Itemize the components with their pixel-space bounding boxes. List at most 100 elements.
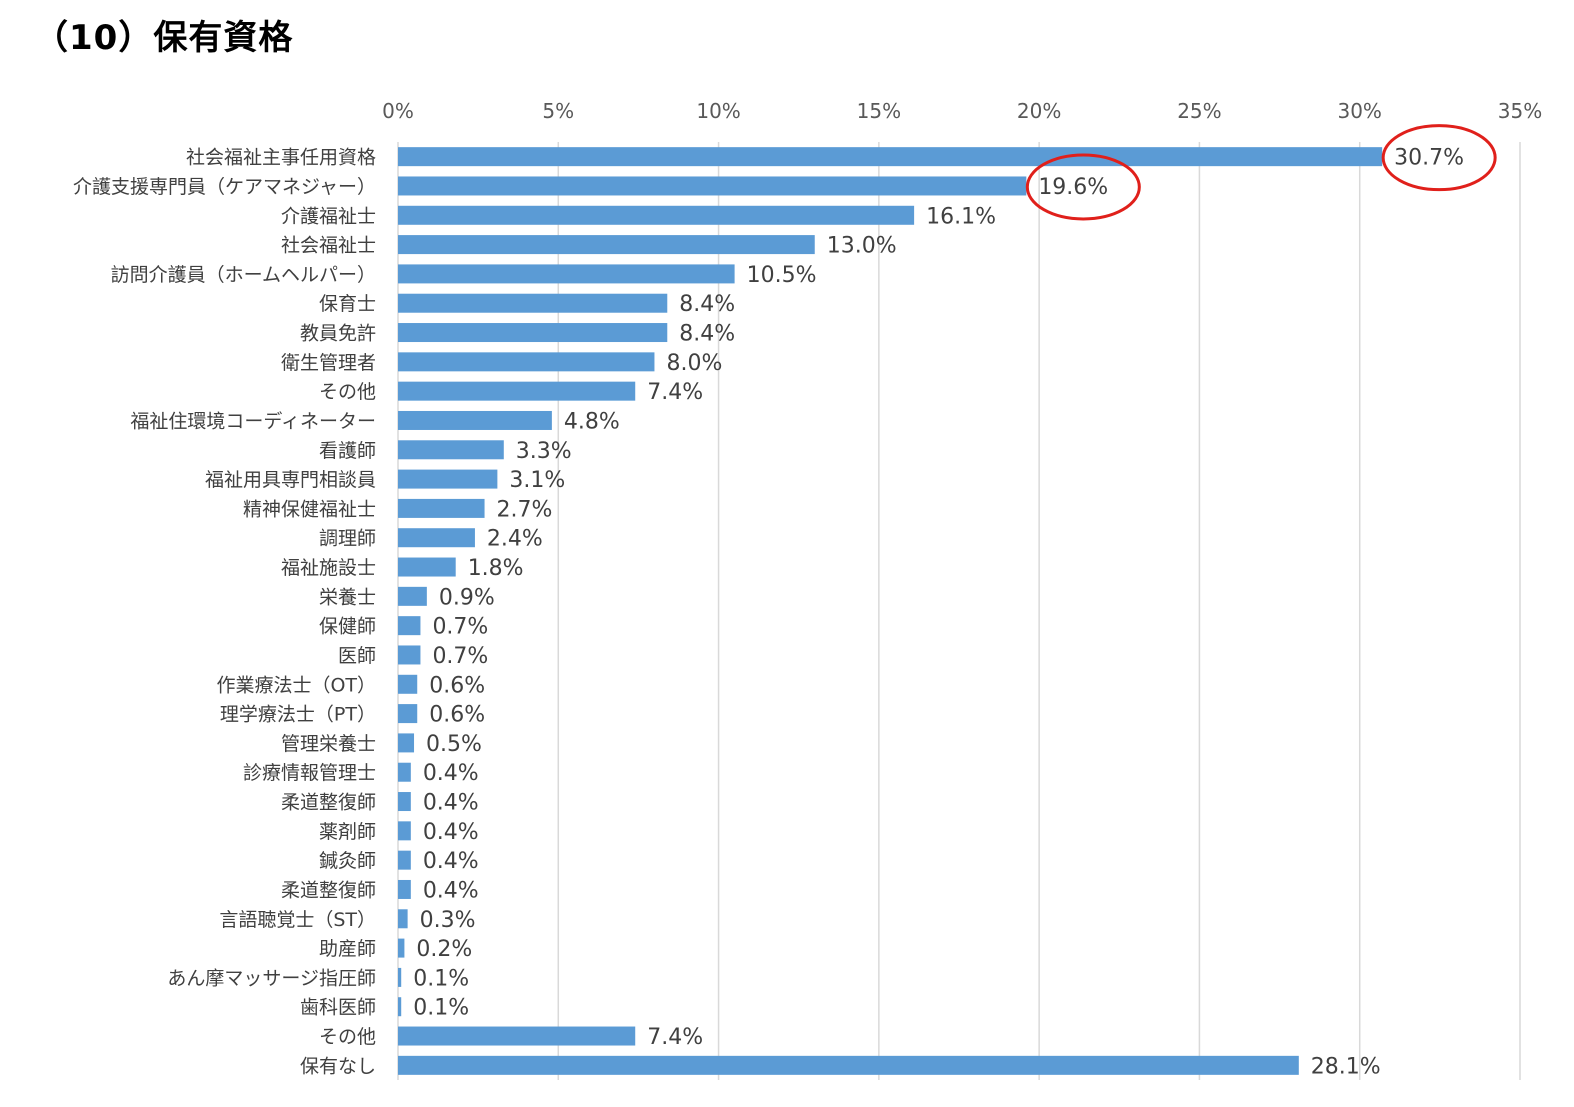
data-label: 7.4% — [647, 380, 703, 405]
x-tick-label: 25% — [1177, 99, 1221, 123]
data-label: 0.3% — [420, 908, 476, 933]
category-label: 保有なし — [300, 1055, 376, 1077]
category-label: 福祉用具専門相談員 — [205, 469, 376, 491]
category-label: 薬剤師 — [319, 821, 376, 843]
bar — [398, 440, 504, 460]
bar — [398, 205, 915, 225]
data-label: 16.1% — [926, 204, 996, 229]
data-label: 0.2% — [416, 937, 472, 962]
data-label: 28.1% — [1311, 1054, 1381, 1079]
data-label: 8.4% — [679, 292, 735, 317]
category-label: 介護福祉士 — [281, 205, 376, 227]
x-tick-label: 0% — [382, 99, 414, 123]
bar — [398, 997, 402, 1017]
bar — [398, 704, 418, 724]
x-tick-label: 20% — [1017, 99, 1061, 123]
x-tick-label: 10% — [696, 99, 740, 123]
category-label: 介護支援専門員（ケアマネジャー） — [73, 176, 376, 198]
bar — [398, 645, 421, 665]
bar — [398, 410, 552, 430]
data-label: 2.4% — [487, 527, 543, 552]
bar — [398, 909, 408, 929]
category-label: 診療情報管理士 — [243, 762, 376, 784]
category-label: 社会福祉主事任用資格 — [186, 147, 376, 169]
category-label: 言語聴覚士（ST） — [219, 909, 376, 931]
x-tick-label: 30% — [1337, 99, 1381, 123]
category-label: 精神保健福祉士 — [243, 498, 376, 520]
bar — [398, 498, 485, 518]
category-label: 管理栄養士 — [281, 733, 376, 755]
category-label: 理学療法士（PT） — [220, 704, 376, 726]
bar — [398, 850, 411, 870]
data-label: 0.6% — [429, 673, 485, 698]
data-label: 8.4% — [679, 322, 735, 347]
page-title: （10）保有資格 — [34, 18, 294, 58]
data-labels: 30.7% 19.6% 16.1% 13.0% 10.5% 8.4% 8.4% 8.0% 7.4… — [413, 146, 1464, 1080]
data-label: 0.4% — [423, 820, 479, 845]
x-tick-label: 5% — [542, 99, 574, 123]
data-label: 0.5% — [426, 732, 482, 757]
x-axis-tick-labels: 0% 5% 10% 15% 20% 25% 30% 35% — [382, 99, 1542, 123]
bar — [398, 323, 668, 343]
highlight-circle — [1381, 124, 1497, 192]
data-label: 2.7% — [497, 497, 553, 522]
category-label: 社会福祉士 — [281, 235, 376, 257]
bar — [398, 762, 411, 782]
category-label: 助産師 — [319, 938, 376, 960]
data-label: 19.6% — [1038, 175, 1108, 200]
bar — [398, 381, 636, 401]
highlight-circles — [1025, 124, 1497, 221]
data-label: 13.0% — [827, 234, 897, 259]
bar — [398, 1055, 1299, 1075]
bar — [398, 674, 418, 694]
category-label: 看護師 — [319, 440, 376, 462]
bar — [398, 557, 456, 577]
bar — [398, 147, 1383, 167]
bar — [398, 264, 735, 284]
bars — [398, 147, 1383, 1075]
bar — [398, 616, 421, 636]
data-label: 3.1% — [509, 468, 565, 493]
category-label: 訪問介護員（ホームヘルパー） — [111, 264, 376, 286]
category-label: その他 — [319, 381, 376, 403]
bar — [398, 879, 411, 899]
bar — [398, 733, 415, 753]
x-tick-label: 35% — [1498, 99, 1542, 123]
data-label: 0.7% — [432, 615, 488, 640]
data-label: 1.8% — [468, 556, 524, 581]
data-label: 0.4% — [423, 849, 479, 874]
data-label: 0.4% — [423, 878, 479, 903]
data-label: 7.4% — [647, 1025, 703, 1050]
bar — [398, 235, 815, 255]
data-label: 0.7% — [432, 644, 488, 669]
data-label: 0.1% — [413, 966, 469, 991]
category-label: 衛生管理者 — [281, 352, 376, 374]
data-label: 10.5% — [747, 263, 817, 288]
data-label: 0.4% — [423, 791, 479, 816]
bar — [398, 528, 475, 548]
data-label: 0.1% — [413, 996, 469, 1021]
category-label: 保健師 — [319, 616, 376, 638]
bar — [398, 967, 402, 987]
category-label: 保育士 — [319, 293, 376, 315]
category-label: 栄養士 — [319, 586, 376, 608]
bar — [398, 293, 668, 313]
category-label: その他 — [319, 1026, 376, 1048]
category-label: 作業療法士（OT） — [216, 674, 376, 696]
category-label: 歯科医師 — [300, 997, 376, 1019]
x-tick-label: 15% — [857, 99, 901, 123]
data-label: 0.4% — [423, 761, 479, 786]
data-label: 0.6% — [429, 703, 485, 728]
category-label: あん摩マッサージ指圧師 — [167, 967, 376, 989]
category-label: 調理師 — [319, 528, 376, 550]
bar — [398, 176, 1027, 196]
category-label: 福祉住環境コーディネーター — [130, 410, 376, 432]
data-label: 3.3% — [516, 439, 572, 464]
category-label: 教員免許 — [300, 323, 376, 345]
bar — [398, 469, 498, 489]
bar — [398, 938, 405, 958]
bar — [398, 586, 427, 606]
category-label: 柔道整復師 — [281, 792, 376, 814]
